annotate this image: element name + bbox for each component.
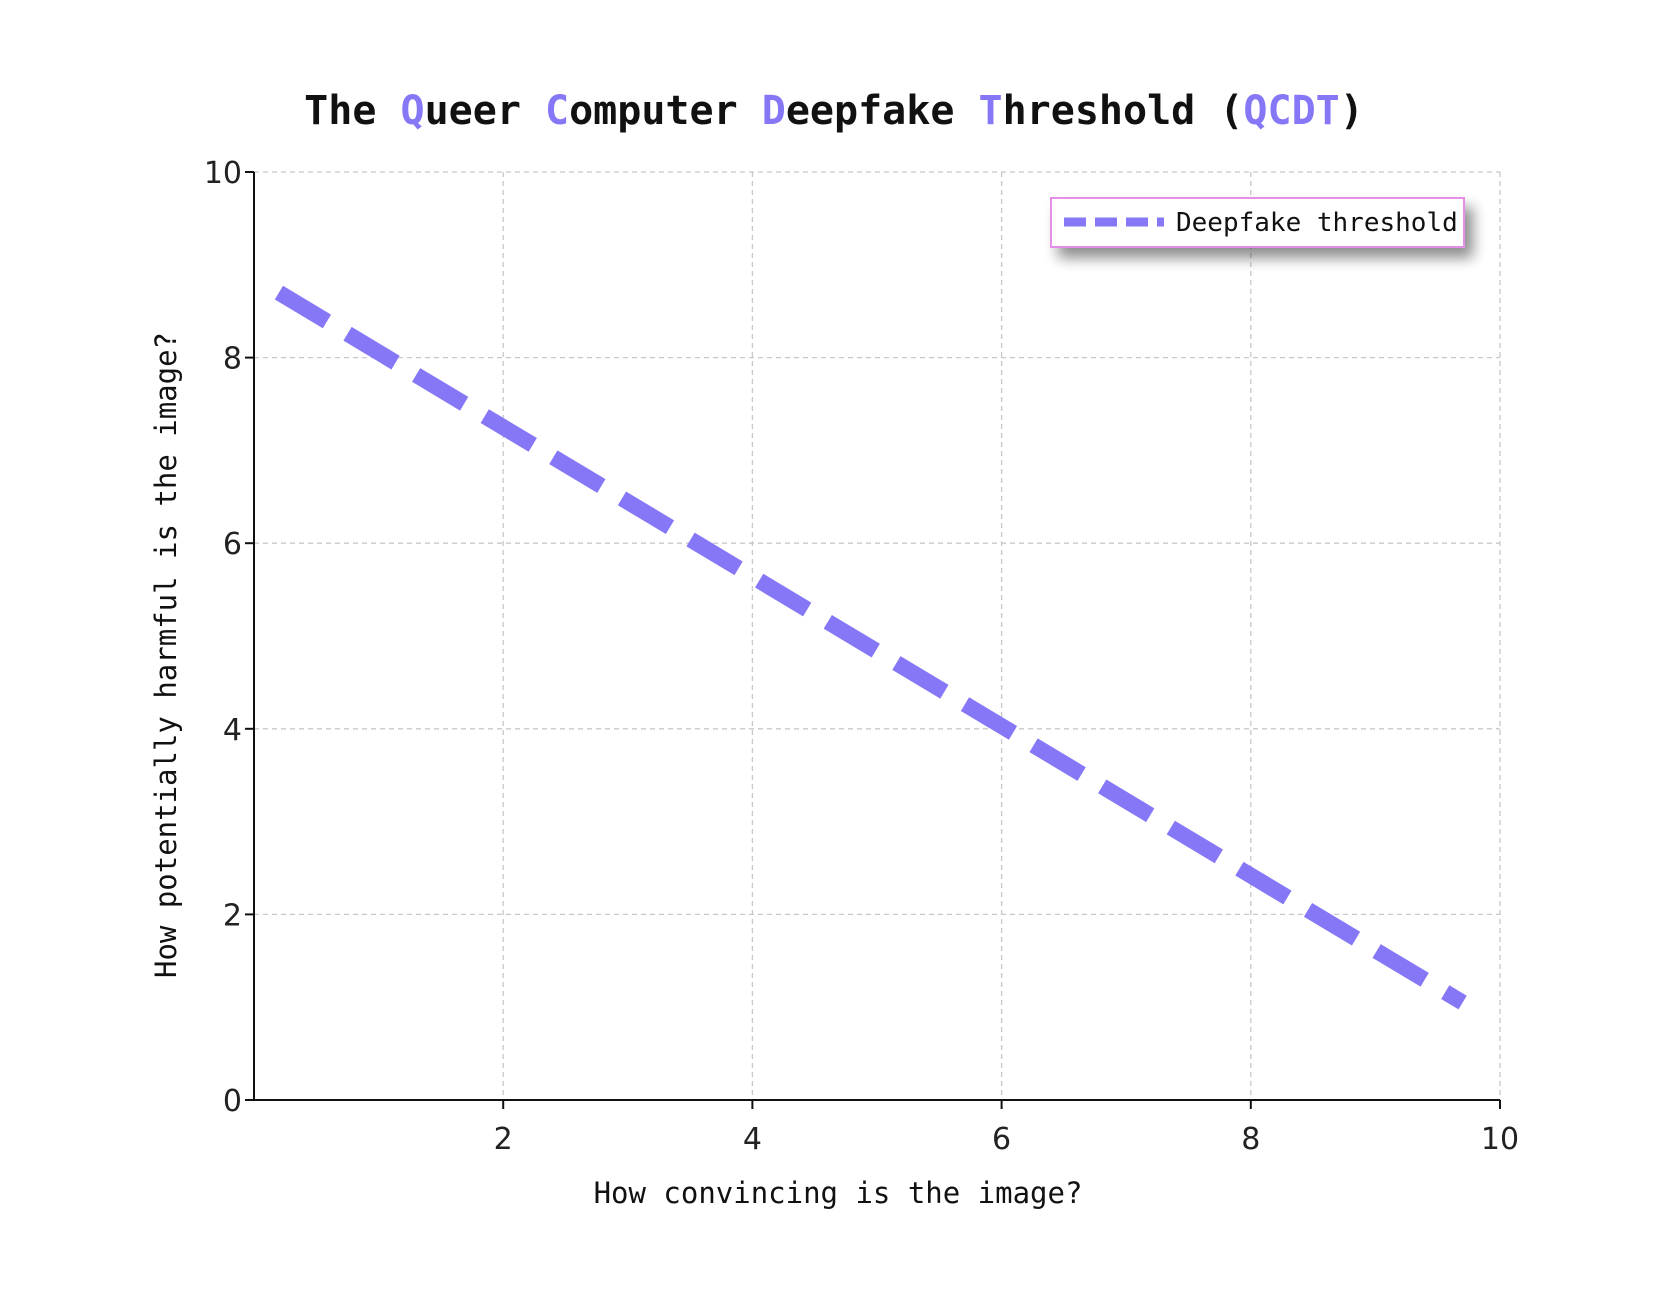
title-accent: T xyxy=(979,88,1003,134)
x-tick-label: 2 xyxy=(494,1122,513,1157)
title-accent: C xyxy=(545,88,569,134)
y-axis-label: How potentially harmful is the image? xyxy=(149,332,183,978)
y-tick-label: 10 xyxy=(204,156,242,191)
title-accent: D xyxy=(762,88,786,134)
chart-title: The Queer Computer Deepfake Threshold (Q… xyxy=(304,88,1364,134)
title-segment: ) xyxy=(1340,88,1364,134)
legend-label: Deepfake threshold xyxy=(1176,208,1458,238)
x-tick-label: 8 xyxy=(1241,1122,1260,1157)
title-accent: Q xyxy=(400,88,424,134)
legend: Deepfake threshold xyxy=(1050,197,1465,248)
grid xyxy=(254,171,1501,1100)
y-tick-label: 2 xyxy=(223,898,242,933)
title-segment: omputer xyxy=(569,88,762,134)
title-segment: hreshold ( xyxy=(1003,88,1244,134)
title-segment: The xyxy=(304,88,400,134)
title-segment: ueer xyxy=(425,88,545,134)
title-accent: QCDT xyxy=(1243,88,1339,134)
axes: 2 4 6 8 10 0 2 4 6 8 10 xyxy=(204,156,1519,1157)
title-segment: eepfake xyxy=(786,88,979,134)
x-tick-label: 6 xyxy=(992,1122,1011,1157)
legend-box xyxy=(1050,197,1465,248)
y-tick-label: 8 xyxy=(223,342,242,377)
x-tick-label: 10 xyxy=(1481,1122,1519,1157)
y-tick-label: 4 xyxy=(223,713,242,748)
series-line xyxy=(274,285,1467,1010)
x-tick-label: 4 xyxy=(743,1122,762,1157)
y-tick-label: 6 xyxy=(223,527,242,562)
y-tick-label: 0 xyxy=(223,1084,242,1119)
series-layer xyxy=(274,285,1467,1010)
x-axis-label: How convincing is the image? xyxy=(594,1176,1083,1210)
